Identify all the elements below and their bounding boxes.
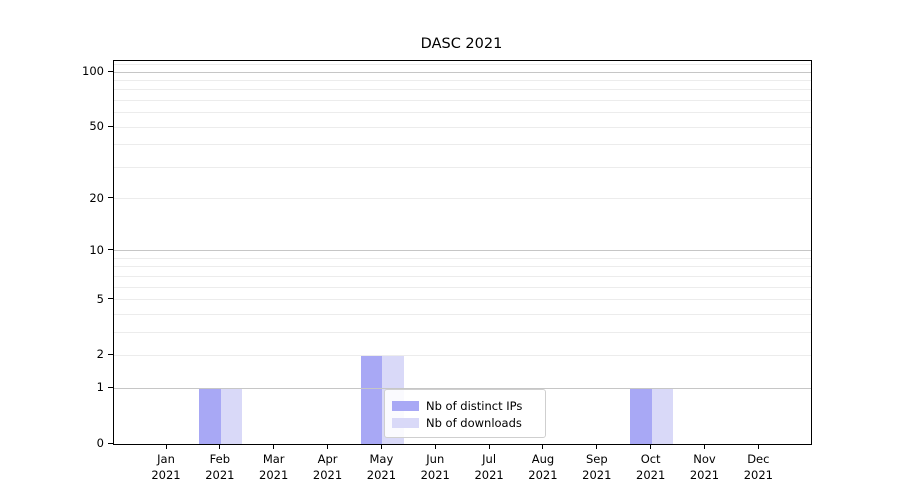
legend-label-distinct-ips: Nb of distinct IPs [426,398,523,413]
bar-nb-of-downloads-feb-2021 [220,388,243,444]
x-tick-label-jun-2021: Jun 2021 [420,452,450,482]
gridline-minor-8 [114,266,811,268]
gridline-minor-2 [114,354,811,356]
legend-label-downloads: Nb of downloads [426,415,522,430]
y-tick-label-5: 5 [96,291,104,306]
gridline-minor-50 [114,126,811,128]
y-tick-mark-50 [108,125,113,127]
legend-entry-distinct-ips: Nb of distinct IPs [392,397,545,414]
y-tick-label-50: 50 [89,119,104,134]
gridline-minor-6 [114,286,811,288]
x-tick-label-dec-2021: Dec 2021 [743,452,773,482]
x-tick-mark-apr-2021 [327,444,329,449]
plot-area: Nb of distinct IPs Nb of downloads [113,60,812,445]
gridline-minor-40 [114,144,811,146]
legend: Nb of distinct IPs Nb of downloads [384,389,546,438]
gridline-major-10 [114,250,811,252]
x-tick-label-mar-2021: Mar 2021 [259,452,289,482]
bar-nb-of-distinct-ips-oct-2021 [630,388,652,444]
y-tick-label-0: 0 [96,436,104,450]
y-tick-mark-20 [108,197,113,199]
gridline-minor-70 [114,100,811,102]
y-tick-label-20: 20 [89,190,104,205]
legend-entry-downloads: Nb of downloads [392,414,545,431]
x-tick-mark-nov-2021 [704,444,705,449]
gridline-minor-30 [114,166,811,168]
gridline-minor-9 [114,257,811,259]
y-tick-label-100: 100 [82,64,104,79]
y-tick-mark-1 [108,386,113,388]
y-tick-mark-100 [108,70,113,72]
gridline-minor-90 [114,80,811,82]
y-tick-label-1: 1 [96,380,104,395]
y-tick-mark-0 [108,442,113,444]
bar-nb-of-distinct-ips-may-2021 [360,355,383,444]
gridline-minor-60 [114,112,811,114]
x-tick-label-jul-2021: Jul 2021 [474,452,504,482]
x-tick-label-feb-2021: Feb 2021 [205,452,235,482]
legend-swatch-downloads [392,417,419,428]
y-tick-label-2: 2 [96,347,104,362]
bar-nb-of-distinct-ips-feb-2021 [199,388,221,444]
gridline-minor-7 [114,275,811,277]
legend-swatch-distinct-ips [392,400,419,411]
gridline-major-1 [114,387,811,389]
x-tick-label-jan-2021: Jan 2021 [151,452,181,482]
gridline-minor-5 [114,299,811,301]
gridline-minor-80 [114,89,811,91]
x-tick-mark-jul-2021 [488,444,490,449]
x-tick-mark-sep-2021 [596,444,598,449]
x-tick-label-aug-2021: Aug 2021 [528,452,558,482]
x-tick-label-may-2021: May 2021 [366,452,397,482]
x-tick-label-sep-2021: Sep 2021 [582,452,612,482]
x-tick-label-apr-2021: Apr 2021 [312,452,343,482]
x-tick-mark-oct-2021 [650,444,652,449]
gridline-major-100 [114,71,811,73]
x-tick-label-oct-2021: Oct 2021 [636,452,666,482]
y-tick-mark-5 [108,298,113,300]
x-tick-mark-jun-2021 [434,444,436,449]
y-tick-label-10: 10 [89,242,104,257]
gridline-minor-3 [114,331,811,333]
x-tick-mark-may-2021 [380,444,382,449]
chart-title: DASC 2021 [420,36,503,52]
x-tick-mark-feb-2021 [219,444,221,449]
gridline-minor-4 [114,313,811,315]
x-tick-mark-dec-2021 [757,444,759,449]
gridline-minor-110 [114,64,811,66]
x-tick-mark-mar-2021 [273,444,275,449]
x-tick-mark-aug-2021 [542,444,544,449]
x-tick-mark-jan-2021 [165,444,167,449]
gridline-minor-20 [114,198,811,200]
bar-nb-of-downloads-oct-2021 [651,388,674,444]
y-tick-mark-2 [108,353,113,355]
y-tick-mark-10 [108,249,113,251]
x-tick-label-nov-2021: Nov 2021 [689,452,720,482]
